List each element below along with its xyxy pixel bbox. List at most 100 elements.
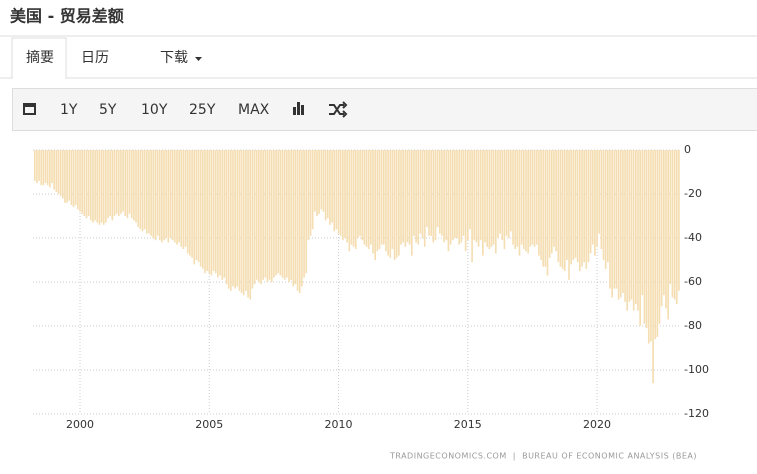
bar: [174, 150, 176, 242]
bar: [495, 150, 497, 253]
tab[interactable]: 下载: [160, 50, 188, 66]
bar: [301, 150, 303, 286]
bar: [221, 150, 223, 280]
bar: [101, 150, 103, 223]
bar: [49, 150, 51, 187]
calendar-face: [25, 107, 34, 113]
bar: [96, 150, 98, 223]
bar: [637, 150, 639, 311]
bar: [53, 150, 55, 190]
bar: [299, 150, 301, 293]
bar: [392, 150, 394, 249]
bar: [34, 150, 36, 181]
bar: [601, 150, 603, 249]
bar: [353, 150, 355, 247]
bar: [603, 150, 605, 260]
bar: [549, 150, 551, 258]
bar: [314, 150, 316, 212]
bar: [676, 150, 678, 304]
bar: [370, 150, 372, 245]
tab-gap: [13, 76, 65, 80]
range-button[interactable]: MAX: [238, 102, 270, 118]
icon-bar: [297, 102, 300, 115]
bar: [579, 150, 581, 271]
bar: [208, 150, 210, 273]
bar: [217, 150, 219, 278]
bar: [213, 150, 215, 271]
bar: [282, 150, 284, 278]
bar: [396, 150, 398, 258]
bar: [155, 150, 157, 240]
bar: [144, 150, 146, 229]
tab[interactable]: 日历: [81, 50, 109, 66]
bar: [654, 150, 656, 339]
range-button[interactable]: 5Y: [99, 102, 117, 118]
bar: [329, 150, 331, 225]
bar: [260, 150, 262, 284]
bar: [234, 150, 236, 289]
bar: [193, 150, 195, 264]
bar: [409, 150, 411, 245]
bar: [573, 150, 575, 260]
y-tick-label: -80: [684, 319, 702, 332]
y-tick-label: -20: [684, 187, 702, 200]
bar: [568, 150, 570, 280]
bar: [622, 150, 624, 293]
y-tick-label: -100: [684, 363, 709, 376]
bar: [116, 150, 118, 214]
bar: [361, 150, 363, 240]
bar: [473, 150, 475, 240]
range-button[interactable]: 1Y: [60, 102, 78, 118]
bar: [90, 150, 92, 220]
bar: [103, 150, 105, 225]
toolbar: [13, 89, 757, 131]
bar: [241, 150, 243, 293]
x-tick-label: 2010: [325, 418, 353, 431]
bar: [256, 150, 258, 280]
bar: [443, 150, 445, 242]
range-button[interactable]: 10Y: [141, 102, 168, 118]
bar: [482, 150, 484, 256]
bar: [381, 150, 383, 245]
bar: [333, 150, 335, 231]
bar: [204, 150, 206, 273]
bar: [400, 150, 402, 245]
tab[interactable]: 摘要: [26, 49, 54, 66]
bar: [618, 150, 620, 300]
calendar-icon[interactable]: [23, 103, 36, 115]
bar: [437, 150, 439, 227]
bar: [383, 150, 385, 245]
bar: [73, 150, 75, 207]
bar: [198, 150, 200, 262]
bar: [644, 150, 646, 324]
range-button[interactable]: 25Y: [189, 102, 216, 118]
bar: [215, 150, 217, 273]
icon-bar: [293, 107, 296, 115]
bar: [648, 150, 650, 344]
bar: [81, 150, 83, 214]
bar: [249, 150, 251, 300]
bar: [616, 150, 618, 289]
bar: [489, 150, 491, 249]
bar: [340, 150, 342, 236]
bar: [148, 150, 150, 234]
bar: [150, 150, 152, 236]
bar: [581, 150, 583, 267]
bar: [331, 150, 333, 223]
bar: [224, 150, 226, 278]
bar: [245, 150, 247, 291]
bar: [476, 150, 478, 242]
bar: [551, 150, 553, 253]
bar: [312, 150, 314, 229]
bar: [38, 150, 40, 181]
bar: [94, 150, 96, 220]
bar: [620, 150, 622, 297]
bar: [413, 150, 415, 236]
bar: [336, 150, 338, 229]
bar: [499, 150, 501, 234]
bar: [402, 150, 404, 242]
bar: [512, 150, 514, 245]
bar: [542, 150, 544, 267]
bar: [318, 150, 320, 214]
bar: [297, 150, 299, 291]
